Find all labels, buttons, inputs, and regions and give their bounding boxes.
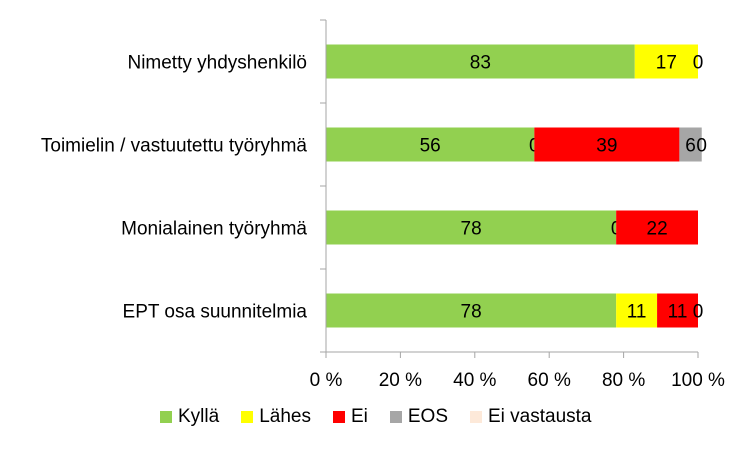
data-label: 0 <box>696 136 707 157</box>
x-tick-label: 100 % <box>671 370 725 391</box>
data-label: 39 <box>596 136 617 157</box>
legend-swatch <box>470 411 482 423</box>
x-tick-label: 0 % <box>310 370 343 391</box>
data-label: 17 <box>656 53 677 74</box>
bar-segment <box>657 293 698 328</box>
bar-segment <box>326 210 617 245</box>
data-label: 11 <box>627 302 647 323</box>
legend-item: EOS <box>389 406 448 428</box>
data-label: 78 <box>461 302 482 323</box>
x-tick-label: 20 % <box>379 370 422 391</box>
x-tick-label: 40 % <box>453 370 496 391</box>
category-label: EPT osa suunnitelmia <box>123 302 308 323</box>
bar-segment <box>616 293 658 328</box>
bar-segment <box>634 44 698 79</box>
legend-label: Ei <box>350 406 368 427</box>
x-tick-label: 80 % <box>602 370 645 391</box>
data-label: 0 <box>693 53 704 74</box>
bar-segment <box>616 210 698 245</box>
legend-swatch <box>160 411 172 423</box>
legend-swatch <box>389 411 402 423</box>
bar-segment <box>326 44 635 79</box>
legend-label: Lähes <box>259 406 311 427</box>
data-label: 83 <box>470 53 491 74</box>
bar-segment <box>679 127 702 162</box>
data-label: 11 <box>668 302 688 323</box>
legend-label: Kyllä <box>178 406 220 427</box>
data-label: 78 <box>461 219 482 240</box>
legend-item: Ei vastausta <box>470 406 592 428</box>
data-label: 22 <box>647 219 668 240</box>
data-label: 6 <box>685 136 696 157</box>
x-tick-label: 60 % <box>528 370 571 391</box>
category-label: Nimetty yhdyshenkilö <box>127 53 307 74</box>
bar-segment <box>326 127 535 162</box>
data-label: 56 <box>420 136 441 157</box>
data-label: 0 <box>693 302 704 323</box>
legend: Kyllä Lähes Ei EOS Ei vastausta <box>160 406 592 428</box>
category-label: Monialainen työryhmä <box>121 219 307 240</box>
legend-item: Ei <box>332 406 368 428</box>
bar-segment <box>534 127 680 162</box>
legend-item: Kyllä <box>160 406 219 428</box>
legend-label: Ei vastausta <box>488 406 592 427</box>
legend-swatch <box>241 411 254 423</box>
bar-segment <box>326 293 617 328</box>
legend-item: Lähes <box>241 406 311 428</box>
legend-label: EOS <box>407 406 448 427</box>
legend-swatch <box>332 411 345 423</box>
category-label: Toimielin / vastuutettu työryhmä <box>41 136 308 157</box>
